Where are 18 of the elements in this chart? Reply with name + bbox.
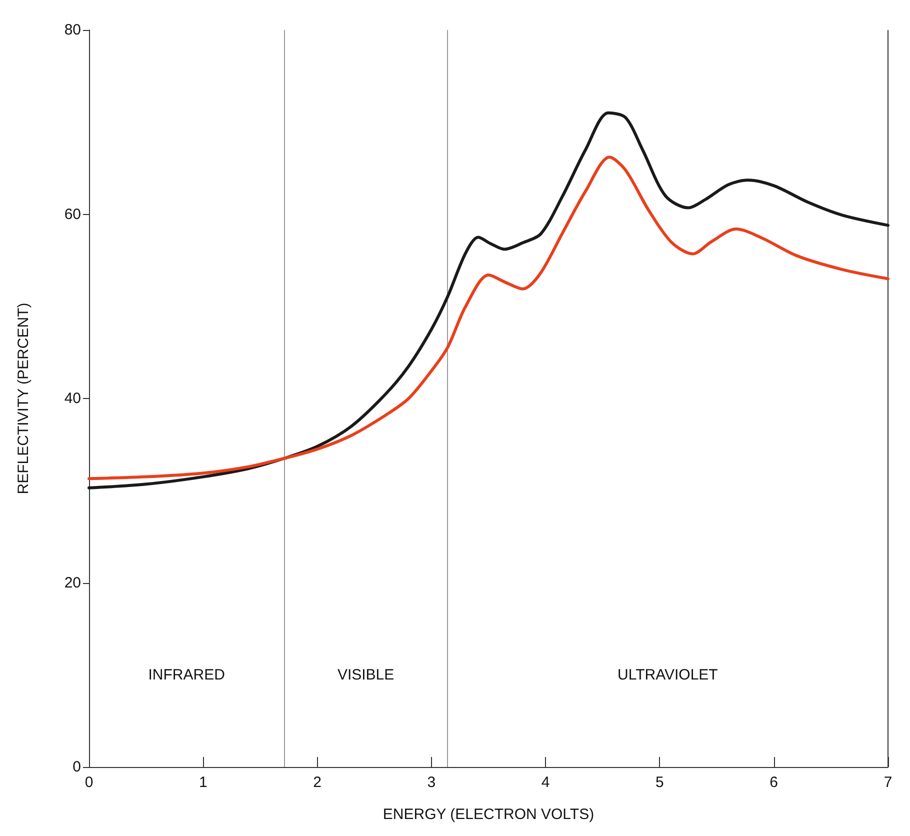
annotation: VISIBLE: [337, 666, 394, 684]
annotation: ULTRAVIOLET: [618, 666, 718, 684]
y-axis-title: REFLECTIVITY (PERCENT): [15, 302, 32, 494]
x-axis-title: ENERGY (ELECTRON VOLTS): [382, 806, 594, 823]
x-tick-label: 2: [313, 774, 322, 791]
x-tick-label: 7: [884, 774, 892, 791]
y-tick-label: 60: [64, 206, 81, 223]
y-tick-label: 0: [72, 758, 81, 776]
x-tick-label: 1: [198, 774, 208, 791]
x-tick-label: 5: [656, 774, 664, 791]
y-tick-label: 80: [64, 22, 81, 38]
x-tick-label: 4: [541, 774, 550, 791]
y-tick-label: 40: [64, 390, 81, 407]
x-tick-label: 3: [427, 774, 436, 791]
x-tick-label: 0: [84, 774, 94, 791]
x-tick-label: 6: [770, 774, 778, 791]
annotation: INFRARED: [148, 666, 226, 684]
y-tick-label: 20: [64, 574, 81, 592]
